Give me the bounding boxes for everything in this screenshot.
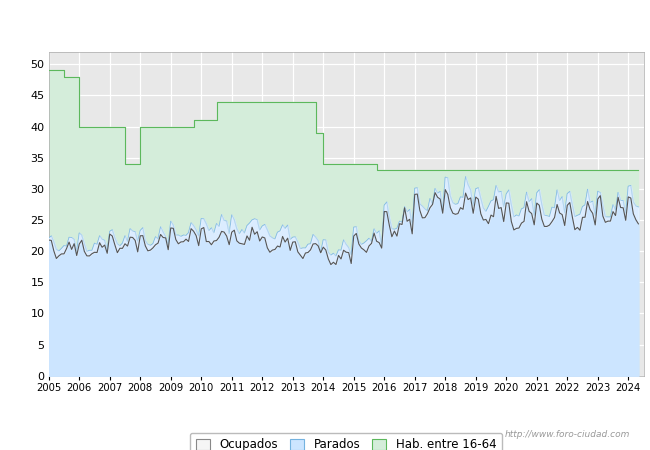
Legend: Ocupados, Parados, Hab. entre 16-64: Ocupados, Parados, Hab. entre 16-64 <box>190 432 502 450</box>
Text: Monterrubio - Evolucion de la poblacion en edad de Trabajar Mayo de 2024: Monterrubio - Evolucion de la poblacion … <box>90 17 560 30</box>
Text: http://www.foro-ciudad.com: http://www.foro-ciudad.com <box>505 430 630 439</box>
Text: FORO-CIUDAD.COM: FORO-CIUDAD.COM <box>240 269 452 288</box>
